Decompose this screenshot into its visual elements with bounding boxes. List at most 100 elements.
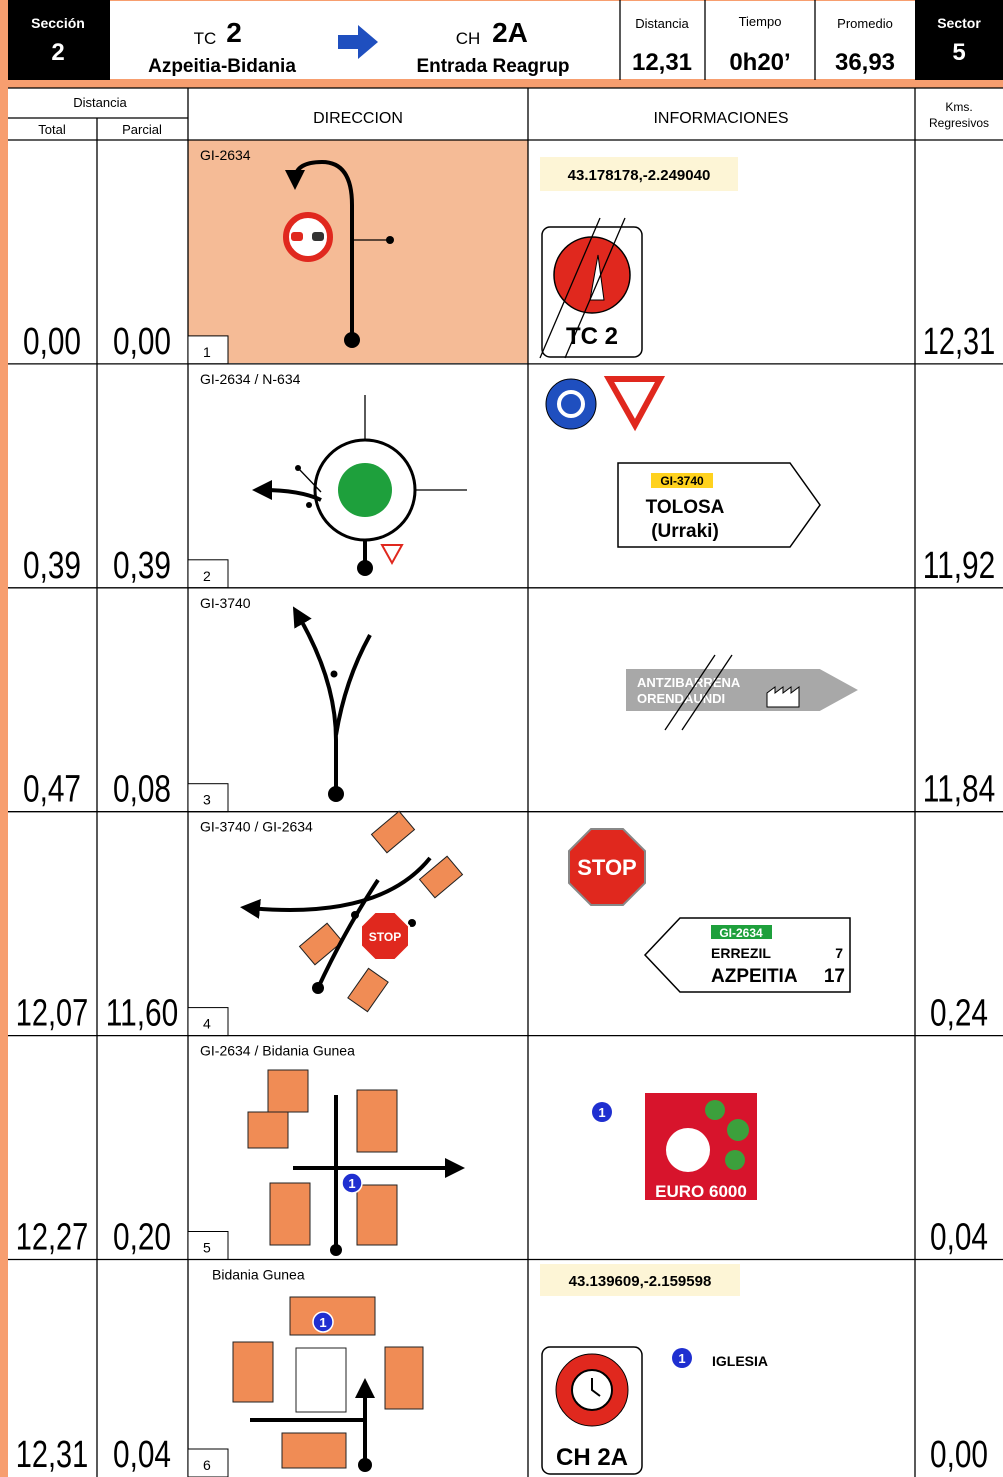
shape — [312, 982, 324, 994]
remaining-distance: 11,92 — [923, 545, 996, 587]
row-number: 4 — [203, 1016, 211, 1032]
road-name: GI-2634 / N-634 — [200, 371, 301, 387]
shape — [380, 544, 404, 566]
marker: 1 — [348, 1176, 355, 1191]
shape — [247, 1111, 289, 1149]
shape — [357, 560, 373, 576]
shape — [711, 925, 772, 939]
road-name: GI-2634 — [200, 147, 251, 163]
shape — [232, 1341, 274, 1403]
destination-km: 7 — [835, 945, 843, 961]
shape — [766, 686, 800, 708]
shape — [283, 212, 333, 262]
tc-prefix: TC — [194, 29, 217, 48]
shape — [269, 1182, 311, 1246]
shape — [557, 390, 585, 418]
row-number-box — [187, 1007, 229, 1037]
coordinates: 43.139609,-2.159598 — [569, 1273, 712, 1290]
shape — [289, 1296, 376, 1336]
shape — [8, 0, 110, 80]
shape — [643, 917, 851, 993]
average: 36,93 — [835, 49, 895, 76]
shape — [334, 634, 372, 736]
shape — [651, 473, 713, 488]
partial-distance: 0,04 — [113, 1434, 171, 1476]
total-distance: 0,47 — [23, 769, 81, 811]
col-info: INFORMACIONES — [653, 110, 788, 127]
shape — [360, 911, 410, 961]
shape — [418, 855, 464, 899]
time: 0h20’ — [729, 49, 790, 76]
shape — [681, 654, 733, 731]
section: 2 — [51, 39, 64, 66]
shape — [370, 810, 416, 854]
shape — [356, 1089, 398, 1153]
road-name: Bidania Gunea — [212, 1267, 305, 1283]
shape — [540, 157, 738, 191]
marker: 1 — [598, 1105, 605, 1120]
shape — [539, 217, 601, 359]
total-distance: 12,31 — [16, 1434, 89, 1476]
shape — [603, 376, 666, 432]
shape — [545, 378, 597, 430]
shape — [358, 1458, 372, 1472]
info-label: IGLESIA — [712, 1353, 768, 1369]
sign-line: (Urraki) — [651, 521, 719, 542]
partial-distance: 0,08 — [113, 769, 171, 811]
shape — [188, 140, 528, 363]
shape — [568, 828, 646, 906]
shape — [553, 236, 631, 314]
total-distance: 0,00 — [23, 321, 81, 363]
remaining-distance: 11,84 — [923, 769, 996, 811]
shape — [252, 480, 322, 502]
shape — [295, 1347, 347, 1413]
ch-prefix: CH — [456, 29, 481, 48]
time-label: Tiempo — [739, 14, 782, 29]
total-distance: 0,39 — [23, 545, 81, 587]
row-number-box — [187, 335, 229, 365]
shape — [232, 1296, 424, 1469]
shape — [281, 1432, 347, 1469]
sign-line: ORENDAUNDI — [637, 691, 725, 706]
shape — [291, 232, 303, 241]
shape — [297, 467, 322, 493]
row-number: 1 — [203, 344, 211, 360]
col-direction: DIRECCION — [313, 110, 403, 127]
col-total: Total — [38, 122, 66, 137]
shape — [285, 159, 354, 338]
sector: 5 — [952, 39, 965, 66]
shape — [330, 1244, 342, 1256]
remaining-distance: 0,00 — [930, 1434, 988, 1476]
shape — [356, 1184, 398, 1246]
shape — [591, 1378, 601, 1397]
sign-text: CH 2A — [556, 1444, 628, 1471]
shape — [386, 236, 394, 244]
average-label: Promedio — [837, 16, 893, 31]
shape — [915, 0, 1003, 80]
shape — [298, 810, 464, 1013]
shape — [351, 911, 359, 919]
sign-code: GI-3740 — [660, 474, 704, 488]
shape — [592, 1102, 612, 1122]
col-kms: Kms. — [945, 100, 972, 114]
shape — [666, 1128, 710, 1172]
distance-label: Distancia — [635, 16, 689, 31]
sector-label: Sector — [937, 15, 981, 31]
remaining-distance: 0,04 — [930, 1217, 988, 1259]
col-distance: Distancia — [73, 95, 127, 110]
row-number-box — [187, 559, 229, 589]
row-number: 2 — [203, 568, 211, 584]
shape — [338, 463, 392, 517]
marker: 1 — [319, 1315, 326, 1330]
shape — [408, 919, 416, 927]
partial-distance: 0,20 — [113, 1217, 171, 1259]
total-distance: 12,07 — [16, 993, 89, 1035]
road-name: GI-2634 / Bidania Gunea — [200, 1043, 355, 1059]
marker: 1 — [678, 1351, 685, 1366]
shape — [727, 1119, 749, 1141]
shape — [316, 878, 380, 989]
shape — [330, 670, 338, 678]
shape — [344, 332, 360, 348]
row-number-box — [187, 1448, 229, 1477]
